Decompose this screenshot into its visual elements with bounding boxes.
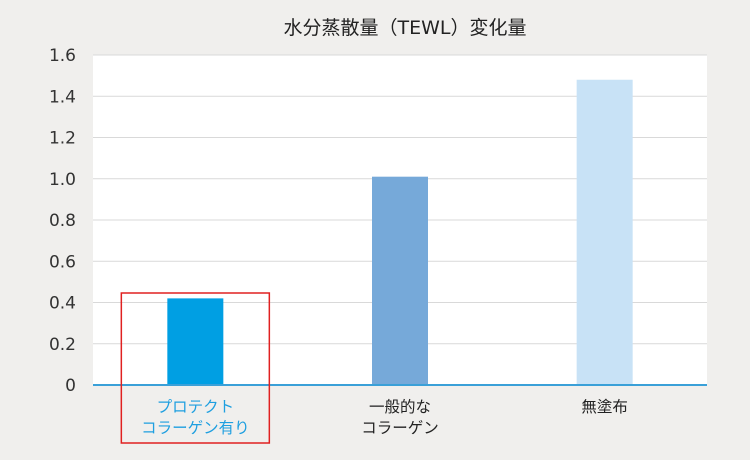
bars bbox=[167, 79, 633, 385]
y-tick-label: 0.6 bbox=[49, 252, 76, 272]
bar bbox=[576, 79, 633, 385]
highlight-box bbox=[120, 292, 271, 444]
y-tick-label: 0.4 bbox=[49, 294, 76, 314]
y-tick-label: 1.6 bbox=[49, 46, 76, 66]
x-category-label: 一般的な bbox=[369, 398, 431, 416]
y-axis-ticks: 0 0.2 0.4 0.6 0.8 1.0 1.2 1.4 1.6 bbox=[49, 46, 76, 396]
bar bbox=[167, 298, 224, 385]
x-category-label: コラーゲン bbox=[361, 419, 439, 437]
chart-title: 水分蒸散量（TEWL）変化量 bbox=[284, 17, 527, 39]
y-tick-label: 0.2 bbox=[49, 335, 76, 355]
y-tick-label: 0.8 bbox=[49, 211, 76, 231]
y-tick-label: 1.2 bbox=[49, 129, 76, 149]
y-tick-label: 1.4 bbox=[49, 87, 76, 107]
bar bbox=[372, 176, 428, 385]
x-category-label: プロテクト bbox=[157, 398, 235, 416]
y-tick-label: 0 bbox=[65, 376, 76, 396]
x-category-label: 無塗布 bbox=[581, 397, 628, 416]
y-tick-label: 1.0 bbox=[49, 170, 76, 190]
x-category-label: コラーゲン有り bbox=[141, 419, 250, 437]
